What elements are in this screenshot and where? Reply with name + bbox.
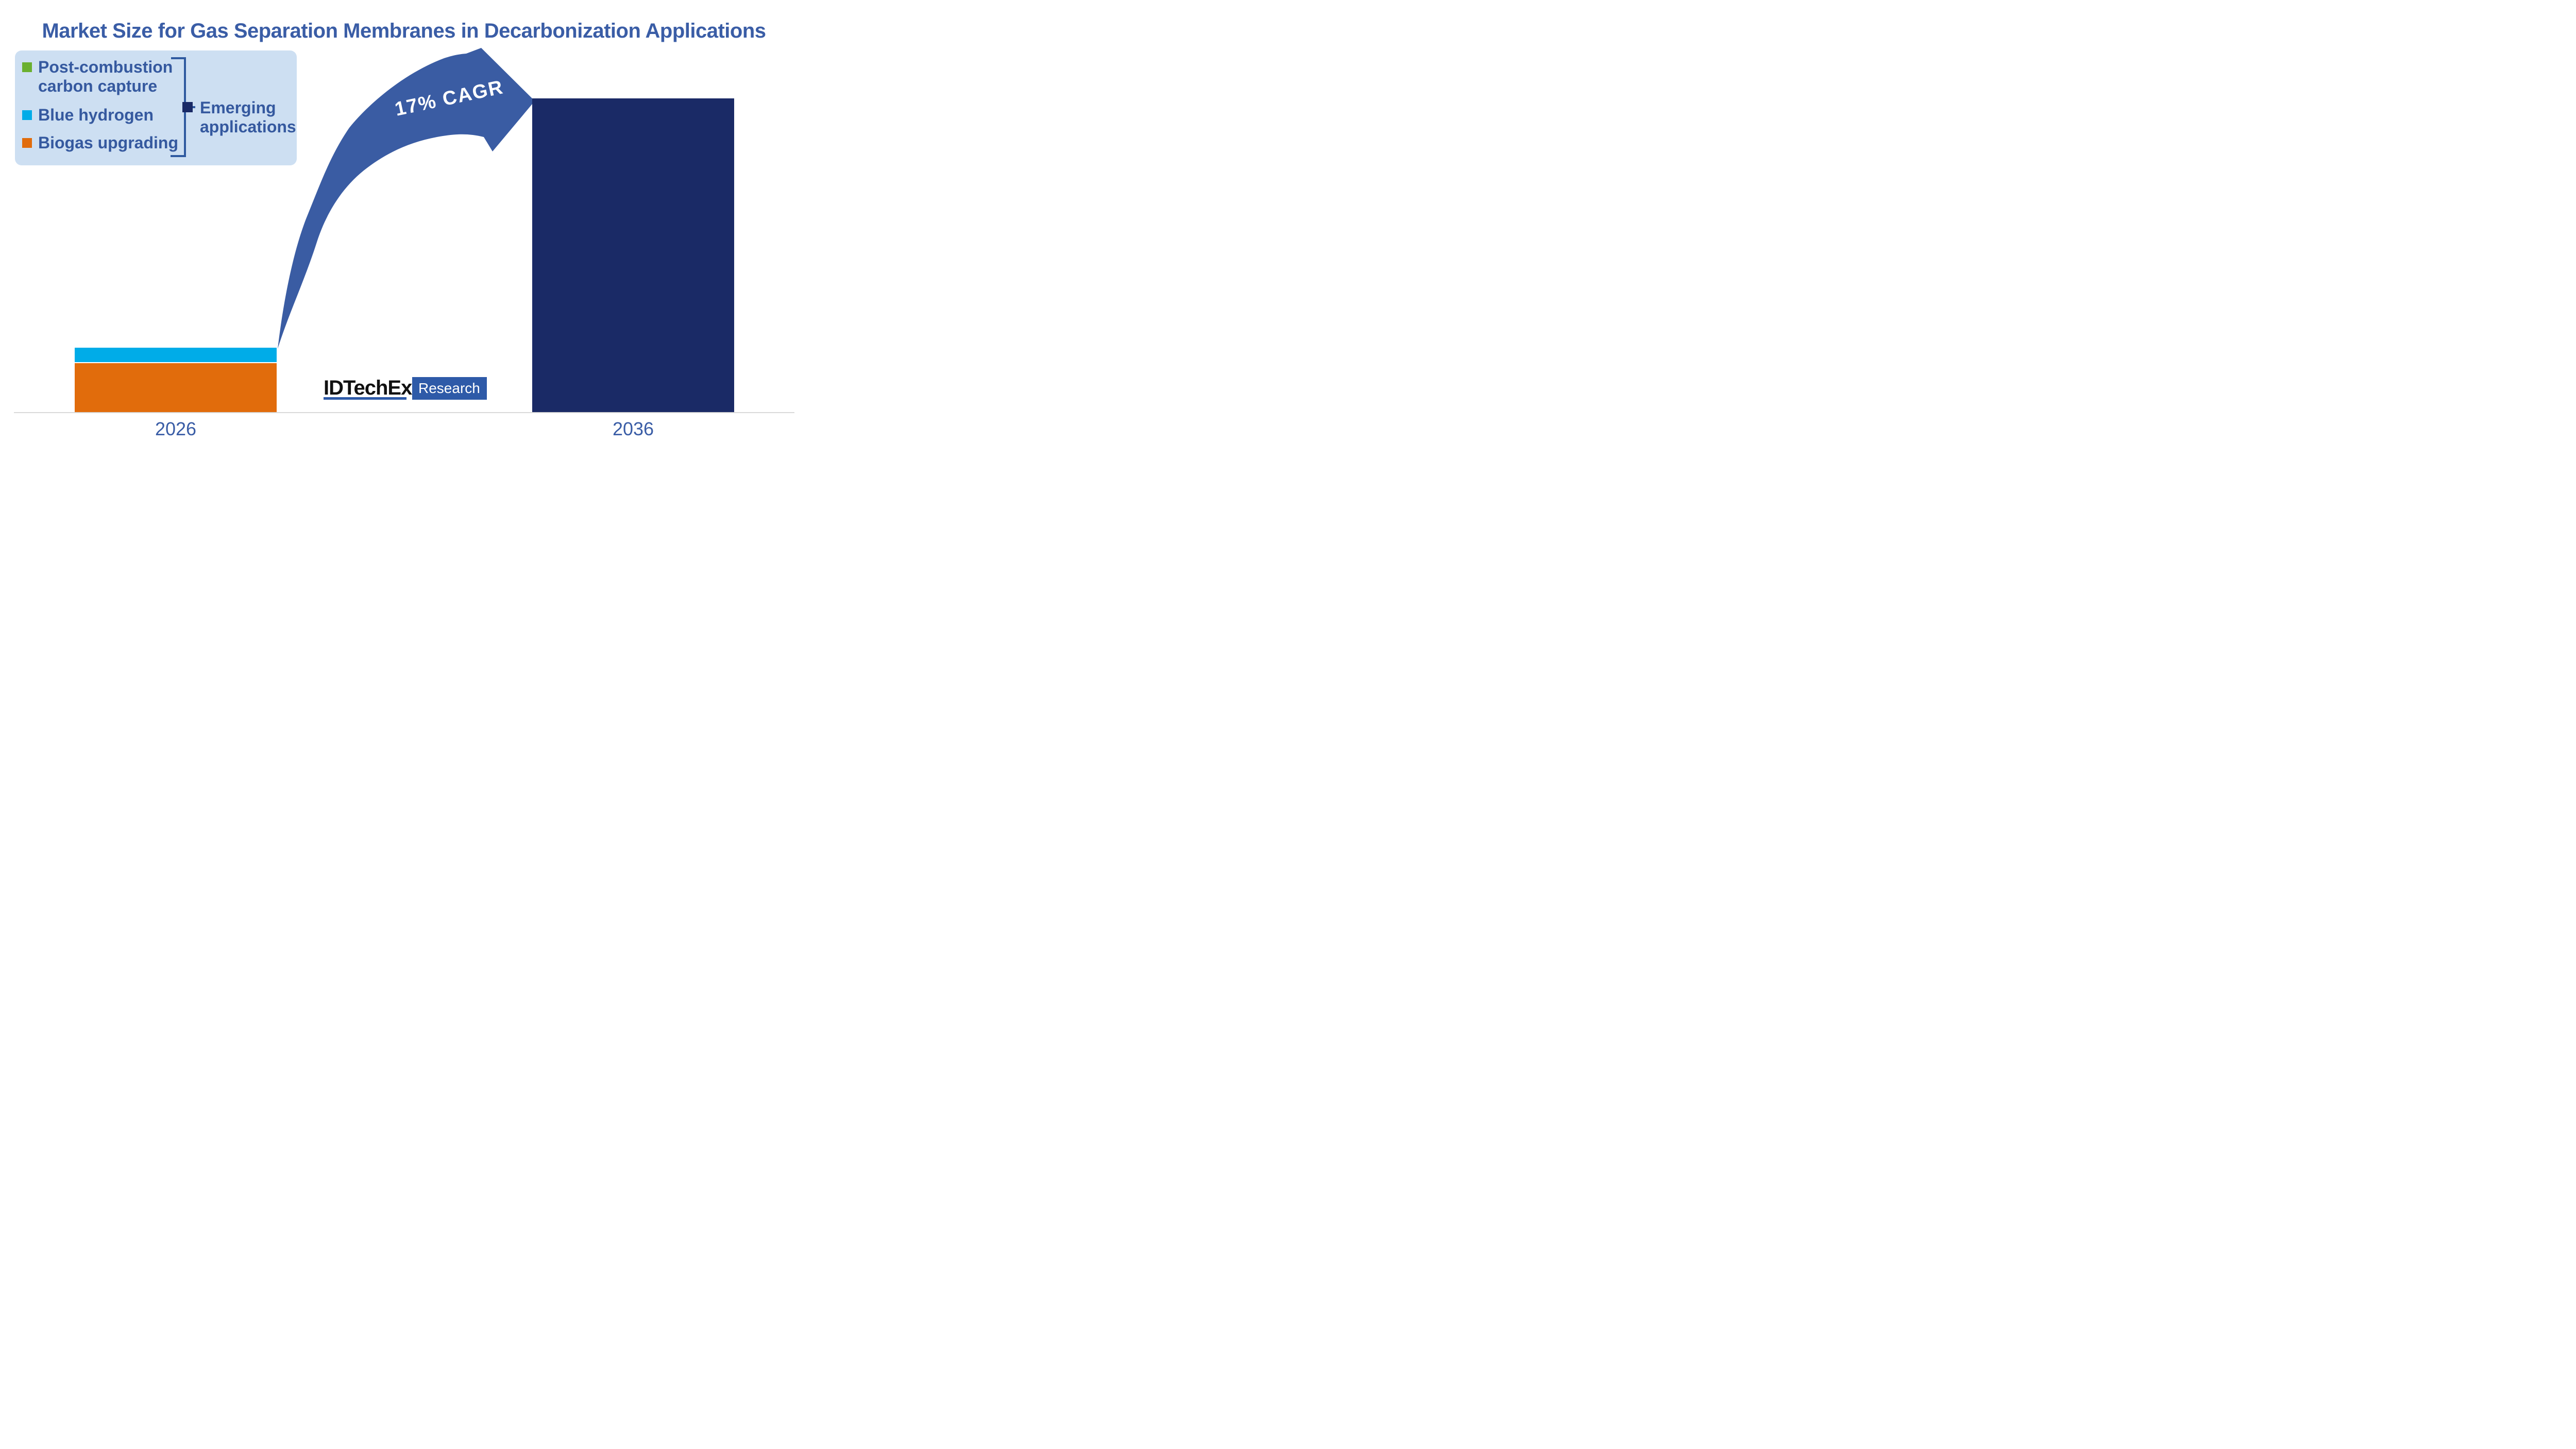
legend-label-biogas-upgrading: Biogas upgrading [38,133,178,152]
legend-swatch-emerging-applications [182,102,193,112]
idtechex-logo-text: IDTechEx [324,377,412,399]
legend-swatch-post-combustion [22,62,32,72]
bar-2036-emerging-applications [532,98,734,413]
x-tick-label-2036: 2036 [612,418,654,439]
legend-label-line: applications [200,117,296,136]
bar-2026-biogas-upgrading-segment [75,363,277,413]
legend-label-emerging-applications: Emerging applications [200,98,296,137]
legend-label-blue-hydrogen: Blue hydrogen [38,106,154,124]
growth-arrow [278,48,535,349]
idtechex-research-label: Research [418,380,480,396]
chart-canvas: 17% CAGR 2026 2036 Market Size for Gas S… [0,0,808,454]
legend-label-line: Emerging [200,98,276,117]
legend-label-line: Post-combustion [38,58,173,76]
legend-label-post-combustion: Post-combustion carbon capture [38,58,173,96]
x-axis-line [14,412,794,413]
legend-bracket-top-tick [171,57,184,59]
idtechex-research-box [412,377,487,400]
x-tick-label-2026: 2026 [155,418,197,439]
legend-label-line: carbon capture [38,77,158,95]
idtechex-logo-underline [324,397,406,400]
legend-swatch-blue-hydrogen [22,110,32,120]
bar-2026-blue-hydrogen-segment [75,348,277,363]
legend-box: Post-combustion carbon capture Blue hydr… [15,50,297,165]
growth-arrow-shape [278,48,535,349]
chart-title: Market Size for Gas Separation Membranes… [42,20,766,42]
legend-bracket-bottom-tick [171,155,184,157]
legend-swatch-biogas-upgrading [22,138,32,148]
